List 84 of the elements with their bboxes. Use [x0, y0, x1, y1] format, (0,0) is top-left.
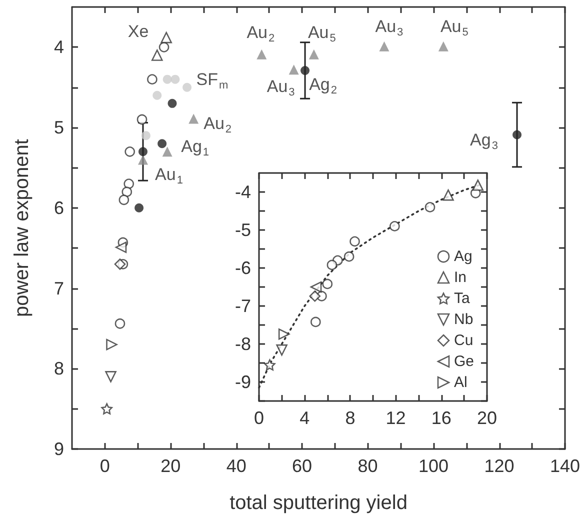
y-tick-label: 7 [54, 278, 64, 298]
point [308, 49, 319, 60]
point [512, 130, 522, 140]
point [147, 74, 158, 84]
y-tick-label: -5 [234, 220, 251, 240]
point [158, 139, 167, 148]
x-tick-label: 40 [226, 456, 246, 476]
point [151, 50, 163, 61]
point [158, 42, 170, 52]
point [152, 90, 162, 100]
point [379, 41, 390, 52]
y-tick-label: -7 [234, 296, 251, 316]
point [288, 64, 299, 75]
point [310, 316, 321, 328]
legend-label: Cu [454, 332, 474, 349]
annotation: Xe [128, 22, 149, 42]
point [114, 318, 126, 329]
point [124, 146, 135, 157]
point [118, 194, 130, 206]
point [390, 221, 400, 232]
y-tick-label: 8 [54, 358, 64, 379]
point [162, 146, 172, 157]
legend-label: Ag [454, 248, 472, 265]
point [182, 82, 192, 92]
point [442, 189, 454, 201]
x-tick-label: 4 [300, 408, 310, 428]
legend-label: Ta [454, 290, 470, 307]
point [141, 131, 150, 140]
point [438, 41, 448, 52]
y-tick-label: 9 [54, 439, 64, 459]
point [188, 114, 199, 124]
point [115, 242, 127, 253]
point [122, 186, 132, 197]
y-tick-label: -8 [234, 334, 251, 354]
x-axis-title: total sputtering yield [230, 492, 408, 514]
x-tick-label: 16 [431, 408, 452, 428]
x-tick-label: 0 [100, 456, 110, 476]
y-tick-label: 6 [54, 198, 64, 218]
legend-label: Al [454, 374, 468, 391]
point [124, 178, 134, 189]
point [350, 236, 360, 247]
point [276, 344, 288, 356]
point [326, 260, 338, 270]
x-tick-label: 8 [345, 408, 356, 428]
x-tick-label: 60 [292, 456, 312, 476]
x-tick-label: 0 [254, 408, 264, 428]
point [278, 328, 290, 340]
point [472, 180, 484, 191]
point [256, 49, 267, 60]
point [162, 74, 172, 84]
point [114, 258, 126, 270]
x-tick-label: 100 [418, 456, 449, 476]
x-tick-label: 20 [160, 456, 181, 476]
point [170, 74, 180, 84]
y-tick-label: 5 [54, 118, 64, 138]
point [138, 147, 148, 156]
point [106, 338, 118, 350]
point [134, 203, 144, 212]
point [160, 32, 172, 44]
x-tick-label: 120 [484, 456, 514, 476]
legend-label: In [454, 269, 467, 286]
y-tick-label: -6 [234, 258, 251, 278]
point [138, 154, 148, 165]
y-tick-label: -9 [234, 372, 251, 392]
legend-label: Ge [454, 353, 474, 370]
point [101, 403, 112, 414]
point [310, 281, 322, 293]
point [309, 290, 321, 302]
point [424, 202, 436, 212]
x-tick-label: 12 [386, 408, 406, 428]
point [322, 278, 333, 290]
y-tick-label: 4 [54, 37, 64, 58]
point [264, 359, 276, 371]
point [136, 114, 148, 125]
legend-label: Nb [454, 311, 474, 328]
x-tick-label: 140 [550, 456, 580, 476]
point [344, 251, 354, 262]
point [300, 66, 310, 75]
point [168, 98, 177, 108]
x-tick-label: 20 [476, 408, 498, 428]
y-axis-title: power law exponent [11, 138, 33, 317]
y-tick-label: -4 [234, 182, 251, 202]
x-tick-label: 80 [358, 456, 378, 476]
point [105, 371, 116, 382]
